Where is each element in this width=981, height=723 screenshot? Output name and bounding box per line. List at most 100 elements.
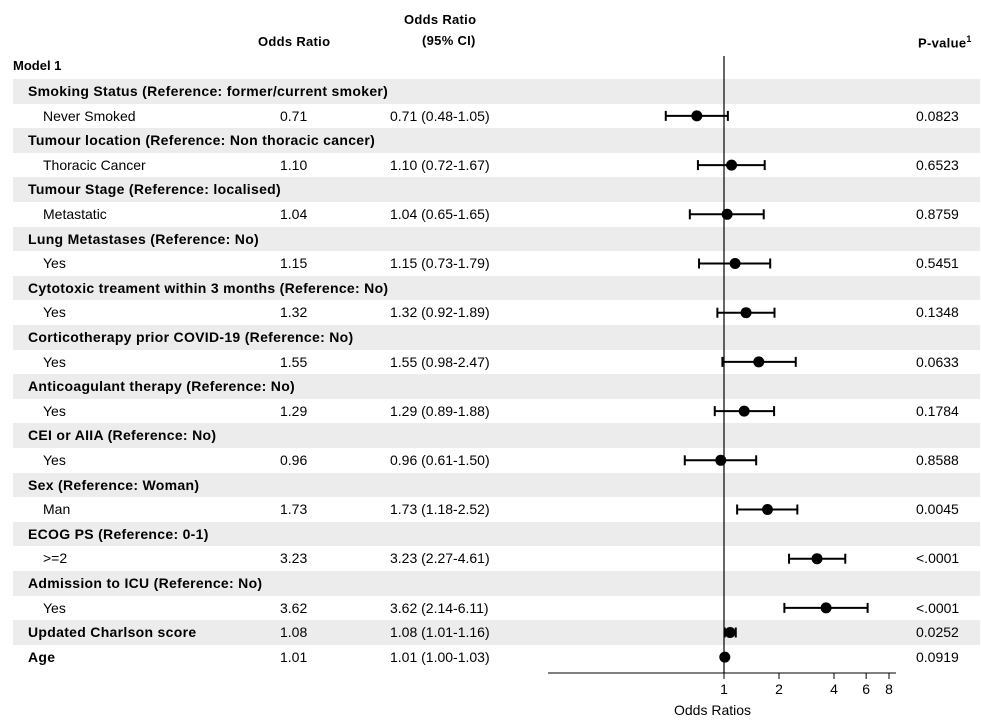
group-header-label: ECOG PS (Reference: 0-1) [28,525,209,542]
header-ci-line1: Odds Ratio [404,12,477,27]
pvalue-value: 0.0045 [916,501,959,518]
table-row: ECOG PS (Reference: 0-1) [13,521,980,547]
estimate-mark [723,627,737,638]
odds-ratio-point [740,307,752,319]
row-label: Never Smoked [43,107,136,124]
odds-ratio-value: 1.10 [280,156,308,173]
odds-ratio-point [820,602,832,614]
odds-ratio-point [715,454,727,466]
table-row: Age 1.01 1.01 (1.00-1.03) 0.0919 [13,645,980,670]
odds-ratio-value: 1.55 [280,353,308,370]
estimate-mark [783,602,869,614]
table-row: Tumour Stage (Reference: localised) [13,177,980,202]
estimate-mark [688,208,765,220]
row-label: Thoracic Cancer [43,156,146,173]
ci-value: 1.73 (1.18-2.52) [390,501,490,518]
table-row: Lung Metastases (Reference: No) [13,226,980,252]
ci-value: 1.01 (1.00-1.03) [390,648,490,665]
group-header-label: Cytotoxic treament within 3 months (Refe… [28,279,389,296]
pvalue-value: 0.1784 [916,402,959,419]
pvalue-value: 0.5451 [916,255,959,272]
odds-ratio-value: 1.08 [280,624,308,641]
group-header-label: CEI or AIIA (Reference: No) [28,427,217,444]
ci-value: 3.23 (2.27-4.61) [390,550,490,567]
odds-ratio-point [753,356,765,368]
ci-value: 1.29 (0.89-1.88) [390,402,490,419]
group-header-label: Admission to ICU (Reference: No) [28,575,263,591]
ci-value: 1.04 (0.65-1.65) [390,206,490,222]
row-label: Yes [43,304,66,321]
x-tick-label: 8 [885,681,893,697]
odds-ratio-value: 1.15 [280,255,308,272]
ci-value: 0.71 (0.48-1.05) [390,107,490,124]
group-header-label: Lung Metastases (Reference: No) [28,230,260,247]
ci-value: 1.10 (0.72-1.67) [390,156,490,173]
pvalue-value: 0.8759 [916,206,959,222]
estimate-mark [719,651,731,663]
odds-ratio-value: 3.23 [280,550,308,567]
estimate-mark [713,405,776,417]
odds-ratio-value: 1.29 [280,402,308,419]
row-label: Updated Charlson score [28,624,197,641]
odds-ratio-point [691,110,703,122]
table-row: Anticoagulant therapy (Reference: No) [13,374,980,399]
odds-ratio-point [729,258,741,269]
pvalue-value: 0.0919 [916,648,959,665]
group-header-label: Anticoagulant therapy (Reference: No) [28,378,296,395]
odds-ratio-value: 3.62 [280,599,308,616]
x-axis-label: Odds Ratios [674,702,752,718]
pvalue-value: 0.0823 [916,107,959,124]
odds-ratio-value: 1.32 [280,304,308,321]
row-label: >=2 [43,550,68,567]
ci-value: 1.08 (1.01-1.16) [390,624,490,641]
ci-value: 1.15 (0.73-1.79) [390,255,490,272]
pvalue-value: <.0001 [916,550,960,567]
odds-ratio-value: 1.04 [280,206,308,222]
table-row: Yes 1.29 1.29 (0.89-1.88) 0.1784 [13,399,980,424]
row-label: Yes [43,599,66,616]
table-row: Admission to ICU (Reference: No) [13,571,980,596]
table-row: Corticotherapy prior COVID-19 (Reference… [13,325,980,350]
table-row: Yes 1.32 1.32 (0.92-1.89) 0.1348 [13,300,980,325]
row-label: Metastatic [43,206,107,222]
table-row: Yes 1.55 1.55 (0.98-2.47) 0.0633 [13,350,980,375]
estimate-mark [736,504,799,515]
estimate-mark [698,258,772,269]
table-row: Sex (Reference: Woman) [13,472,980,498]
group-header-label: Corticotherapy prior COVID-19 (Reference… [28,329,354,345]
header-pvalue-text: P-value [918,35,967,51]
ci-value: 0.96 (0.61-1.50) [390,452,490,468]
pvalue-value: 0.8588 [916,452,959,468]
estimate-mark [788,553,847,565]
header-odds-ratio: Odds Ratio [258,34,331,49]
odds-ratio-point [726,159,738,171]
header-ci-line2: (95% CI) [422,33,476,48]
group-header-label: Smoking Status (Reference: former/curren… [28,83,389,99]
x-tick-label: 1 [720,681,728,697]
group-header-label: Sex (Reference: Woman) [28,476,200,493]
pvalue-value: 0.0252 [916,624,959,641]
row-label: Yes [43,402,66,419]
group-header-label: Tumour Stage (Reference: localised) [28,181,281,198]
odds-ratio-point [738,405,750,417]
pvalue-value: 0.6523 [916,156,959,173]
table-row: Cytotoxic treament within 3 months (Refe… [13,275,980,301]
table-row: Yes 1.15 1.15 (0.73-1.79) 0.5451 [13,251,980,276]
group-header-label: Tumour location (Reference: Non thoracic… [28,132,376,149]
odds-ratio-point [719,651,731,663]
odds-ratio-point [724,627,736,638]
table-row: Updated Charlson score 1.08 1.08 (1.01-1.1… [13,620,980,645]
estimate-mark [664,110,729,122]
table-row: Never Smoked 0.71 0.71 (0.48-1.05) 0.0823 [13,104,980,129]
odds-ratio-value: 0.96 [280,452,308,468]
estimate-mark [683,454,758,466]
row-label: Yes [43,353,66,370]
table-row: Yes 0.96 0.96 (0.61-1.50) 0.8588 [13,448,980,473]
pvalue-value: 0.1348 [916,304,959,321]
row-label: Yes [43,452,66,468]
odds-ratio-value: 0.71 [280,107,308,124]
table-row: Smoking Status (Reference: former/curren… [13,79,980,104]
header-pvalue: P-value1 [918,34,972,50]
